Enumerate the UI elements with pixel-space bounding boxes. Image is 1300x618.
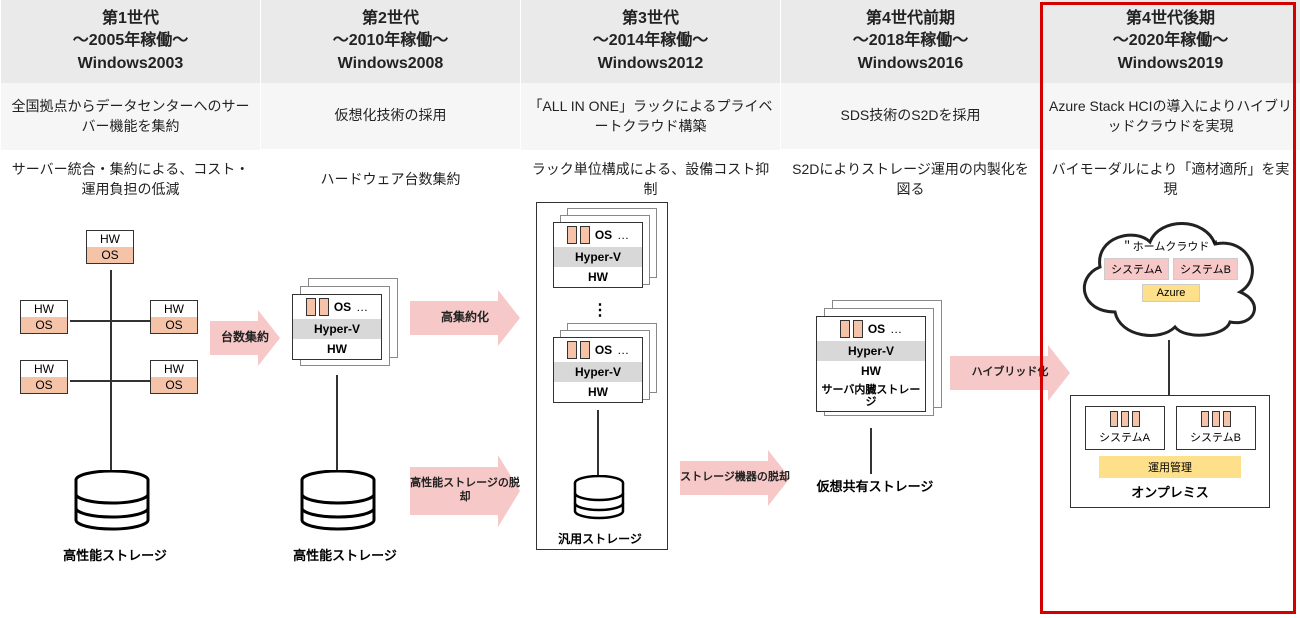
desc1-4: SDS技術のS2Dを採用 [781, 83, 1040, 149]
server-stack: OS… Hyper-V HW [553, 222, 643, 288]
desc2-4: S2Dによりストレージ運用の内製化を図る [781, 150, 1040, 209]
desc2-3: ラック単位構成による、設備コスト抑制 [521, 150, 780, 209]
connector [597, 410, 599, 480]
hw-box: HWOS [20, 300, 68, 334]
onprem-title: オンプレミス [1079, 482, 1261, 501]
onprem-server-b: システムB [1176, 406, 1256, 450]
col-header-3: 第3世代～2014年稼働～Windows2012 [521, 0, 780, 83]
hw-box: HWOS [150, 300, 198, 334]
virt-storage-label: 仮想共有ストレージ [800, 476, 950, 495]
server-stack: OS… Hyper-V HW サーバ内臓ストレージ [816, 316, 926, 412]
connector [112, 320, 152, 322]
desc1-5: Azure Stack HCIの導入によりハイブリッドクラウドを実現 [1041, 83, 1300, 150]
arrow-hybrid: ハイブリッド化 [950, 345, 1070, 401]
connector [870, 428, 872, 474]
cloud-content: ＂ホームクラウド＂ システムAシステムB Azure [1091, 238, 1251, 304]
arrow-consolidate: 台数集約 [210, 310, 280, 366]
onprem-box: システムA システムB 運用管理 オンプレミス [1070, 395, 1270, 508]
header-row: 第1世代～2005年稼働～Windows2003 第2世代～2010年稼働～Wi… [0, 0, 1300, 83]
hw-box: HWOS [150, 360, 198, 394]
system-a-box: システムA [1104, 258, 1169, 280]
col-header-4: 第4世代前期～2018年稼働～Windows2016 [781, 0, 1040, 83]
hw-box: HWOS [20, 360, 68, 394]
arrow-highconsolidate: 高集約化 [410, 290, 520, 346]
connector [70, 320, 110, 322]
storage-label: 高性能ストレージ [270, 545, 420, 564]
server-stack: OS… Hyper-V HW [553, 337, 643, 403]
diagram-area: HWOS HWOS HWOS HWOS HWOS 高性能ストレージ 台数集約 O… [0, 210, 1300, 580]
desc1-1: 全国拠点からデータセンターへのサーバー機能を集約 [1, 83, 260, 150]
vdots: ⋮ [590, 300, 610, 320]
storage-icon [572, 475, 626, 532]
mgmt-box: 運用管理 [1099, 456, 1241, 478]
desc2-2: ハードウェア台数集約 [261, 150, 520, 208]
col-header-2: 第2世代～2010年稼働～Windows2008 [261, 0, 520, 83]
storage-icon [72, 470, 152, 545]
desc2-1: サーバー統合・集約による、コスト・運用負担の低減 [1, 150, 260, 209]
col-header-5: 第4世代後期～2020年稼働～Windows2019 [1041, 0, 1300, 83]
col-header-1: 第1世代～2005年稼働～Windows2003 [1, 0, 260, 83]
onprem-server-a: システムA [1085, 406, 1165, 450]
arrow-storage-remove: ストレージ機器の脱却 [680, 450, 790, 506]
desc1-2: 仮想化技術の採用 [261, 83, 520, 149]
desc1-3: 「ALL IN ONE」ラックによるプライベートクラウド構築 [521, 83, 780, 150]
connector [336, 375, 338, 475]
azure-box: Azure [1142, 284, 1201, 302]
storage-icon [298, 470, 378, 545]
cloud-icon: ＂ホームクラウド＂ システムAシステムB Azure [1065, 202, 1275, 342]
connector [1168, 340, 1170, 395]
server-stack: OS… Hyper-V HW [292, 294, 382, 360]
system-b-box: システムB [1173, 258, 1238, 280]
storage-label: 汎用ストレージ [540, 530, 660, 547]
connector [70, 380, 110, 382]
hw-box: HWOS [86, 230, 134, 264]
arrow-storage-away: 高性能ストレージの脱却 [410, 455, 520, 527]
connector [112, 380, 152, 382]
desc1-row: 全国拠点からデータセンターへのサーバー機能を集約 仮想化技術の採用 「ALL I… [0, 83, 1300, 150]
storage-label: 高性能ストレージ [40, 545, 190, 564]
